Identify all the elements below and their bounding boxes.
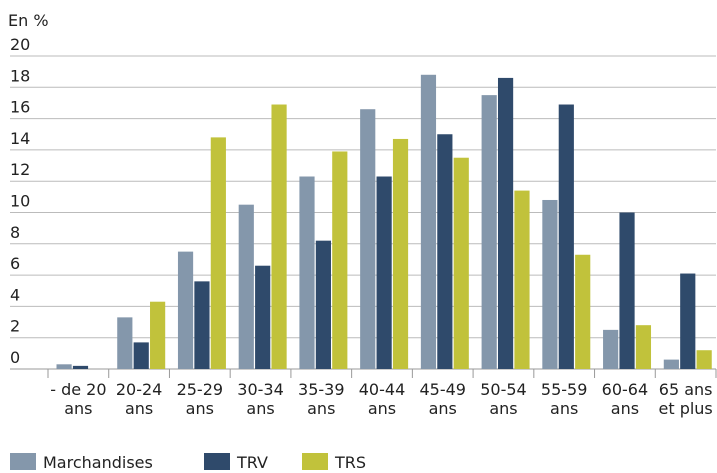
legend-label: Marchandises — [43, 453, 153, 472]
bar — [332, 151, 348, 369]
bar — [514, 190, 530, 369]
x-tick-label: ans — [186, 399, 214, 418]
x-tick-label: ans — [489, 399, 517, 418]
x-tick-label: 25-29 — [177, 380, 224, 399]
x-tick-label: et plus — [658, 399, 712, 418]
y-axis-label: En % — [8, 11, 49, 30]
x-tick-label: ans — [429, 399, 457, 418]
y-tick-label: 12 — [10, 160, 30, 179]
x-tick-label: ans — [611, 399, 639, 418]
bar — [238, 204, 254, 369]
bar — [210, 137, 226, 369]
legend-swatch — [204, 453, 230, 470]
x-tick-label: ans — [125, 399, 153, 418]
bar — [603, 329, 619, 369]
x-tick-label: 50-54 — [480, 380, 527, 399]
bar — [360, 109, 376, 370]
x-tick-label: 45-49 — [419, 380, 466, 399]
legend-swatch — [10, 453, 36, 470]
y-tick-label: 20 — [10, 35, 30, 54]
bar — [56, 364, 72, 369]
y-tick-label: 14 — [10, 129, 30, 148]
bar — [117, 317, 133, 369]
bar — [194, 281, 210, 369]
x-tick-label: ans — [307, 399, 335, 418]
y-tick-label: 16 — [10, 98, 30, 117]
y-tick-label: 18 — [10, 66, 30, 85]
bar — [376, 176, 392, 369]
x-tick-label: 60-64 — [602, 380, 649, 399]
bar — [619, 212, 635, 369]
x-tick-label: 65 ans — [659, 380, 713, 399]
y-tick-label: 8 — [10, 223, 20, 242]
x-tick-label: ans — [368, 399, 396, 418]
bar — [271, 104, 287, 369]
bar — [177, 251, 194, 369]
bar — [299, 176, 315, 369]
bar — [635, 325, 652, 369]
x-tick-label: 35-39 — [298, 380, 345, 399]
bar — [437, 134, 453, 369]
bar — [663, 359, 679, 369]
legend-swatch — [302, 453, 328, 470]
bar — [558, 104, 574, 369]
bar — [133, 342, 149, 369]
bar — [72, 365, 89, 369]
bar — [696, 350, 712, 369]
bar — [420, 74, 437, 369]
x-tick-label: 55-59 — [541, 380, 588, 399]
bar — [392, 138, 409, 369]
bar — [255, 265, 271, 369]
bar — [150, 301, 166, 369]
y-tick-label: 6 — [10, 254, 20, 273]
bar — [680, 273, 696, 369]
y-tick-label: 0 — [10, 348, 20, 367]
bar — [575, 254, 591, 369]
bar — [315, 240, 331, 369]
bar — [497, 77, 514, 369]
x-tick-label: ans — [246, 399, 274, 418]
bar — [453, 157, 469, 369]
x-tick-label: 20-24 — [116, 380, 163, 399]
x-tick-label: ans — [550, 399, 578, 418]
x-tick-label: 40-44 — [359, 380, 406, 399]
y-tick-label: 2 — [10, 317, 20, 336]
legend-label: TRV — [236, 453, 268, 472]
x-tick-label: - de 20 — [50, 380, 106, 399]
x-tick-label: 30-34 — [237, 380, 284, 399]
bar — [542, 199, 558, 369]
y-tick-label: 10 — [10, 192, 30, 211]
bar — [481, 95, 497, 369]
legend-label: TRS — [334, 453, 366, 472]
x-tick-label: ans — [64, 399, 92, 418]
y-tick-label: 4 — [10, 285, 20, 304]
